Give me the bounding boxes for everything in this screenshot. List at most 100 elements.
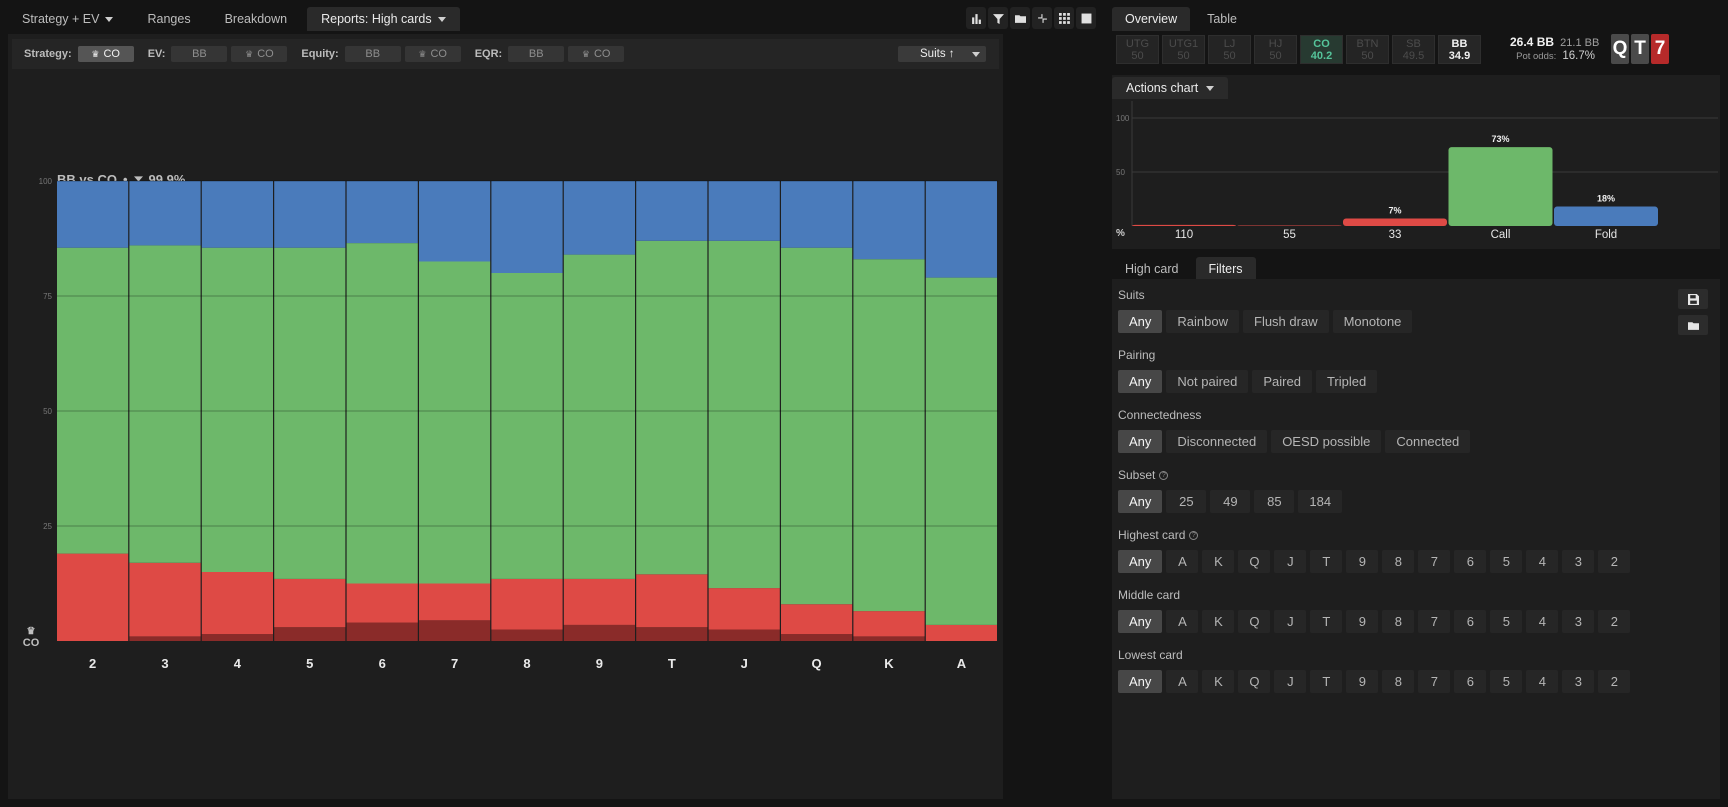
- actions-chart-dropdown[interactable]: Actions chart: [1112, 77, 1229, 99]
- suits-options: Any Rainbow Flush draw Monotone: [1118, 310, 1413, 333]
- tab-filters[interactable]: Filters: [1195, 257, 1256, 281]
- lowest-option-8[interactable]: 8: [1382, 670, 1415, 693]
- suits-sort-dropdown[interactable]: Suits ↑: [898, 46, 986, 62]
- connectedness-options: Any Disconnected OESD possible Connected: [1118, 430, 1471, 453]
- lowest-option-9[interactable]: 9: [1346, 670, 1379, 693]
- middle-option-4[interactable]: 4: [1526, 610, 1559, 633]
- lowest-option-5[interactable]: 5: [1490, 670, 1523, 693]
- ev-co-chip[interactable]: ♛ CO: [231, 46, 288, 62]
- tab-overview[interactable]: Overview: [1112, 7, 1191, 31]
- middle-option-any[interactable]: Any: [1118, 610, 1163, 633]
- connectedness-option-any[interactable]: Any: [1118, 430, 1163, 453]
- subset-option-85[interactable]: 85: [1254, 490, 1295, 513]
- subset-option-any[interactable]: Any: [1118, 490, 1163, 513]
- tab-breakdown[interactable]: Breakdown: [224, 12, 288, 26]
- seat-utg1[interactable]: UTG1 50: [1162, 35, 1205, 64]
- help-icon[interactable]: ?: [1159, 470, 1169, 480]
- top-tabs: Strategy + EV Ranges Breakdown Reports: …: [8, 7, 460, 31]
- middle-option-a[interactable]: A: [1166, 610, 1199, 633]
- highest-option-6[interactable]: 6: [1454, 550, 1487, 573]
- highest-option-a[interactable]: A: [1166, 550, 1199, 573]
- tab-high-card[interactable]: High card: [1125, 262, 1179, 276]
- collapse-icon[interactable]: [1032, 7, 1052, 29]
- help-icon[interactable]: ?: [1189, 530, 1199, 540]
- lowest-option-a[interactable]: A: [1166, 670, 1199, 693]
- highest-option-5[interactable]: 5: [1490, 550, 1523, 573]
- highest-option-2[interactable]: 2: [1598, 550, 1631, 573]
- middle-option-3[interactable]: 3: [1562, 610, 1595, 633]
- highest-option-4[interactable]: 4: [1526, 550, 1559, 573]
- middle-option-9[interactable]: 9: [1346, 610, 1379, 633]
- tab-table[interactable]: Table: [1207, 12, 1237, 26]
- load-button[interactable]: [1678, 315, 1708, 335]
- highest-option-7[interactable]: 7: [1418, 550, 1451, 573]
- middle-option-7[interactable]: 7: [1418, 610, 1451, 633]
- equity-co-chip[interactable]: ♛ CO: [404, 46, 461, 62]
- lowest-option-7[interactable]: 7: [1418, 670, 1451, 693]
- filter-connectedness: Connectedness Any Disconnected OESD possib…: [1118, 407, 1471, 453]
- equity-bb-chip[interactable]: BB: [344, 46, 401, 62]
- middle-option-5[interactable]: 5: [1490, 610, 1523, 633]
- lowest-option-4[interactable]: 4: [1526, 670, 1559, 693]
- connectedness-option-connected[interactable]: Connected: [1385, 430, 1471, 453]
- seat-sb[interactable]: SB 49.5: [1392, 35, 1435, 64]
- subset-option-25[interactable]: 25: [1166, 490, 1207, 513]
- lowest-option-j[interactable]: J: [1274, 670, 1307, 693]
- eqr-co-chip[interactable]: ♛ CO: [568, 46, 625, 62]
- highest-option-any[interactable]: Any: [1118, 550, 1163, 573]
- lowest-option-q[interactable]: Q: [1238, 670, 1271, 693]
- seat-btn[interactable]: BTN 50: [1346, 35, 1389, 64]
- save-button[interactable]: [1678, 289, 1708, 309]
- bar-chart-icon[interactable]: [966, 7, 986, 29]
- middle-option-j[interactable]: J: [1274, 610, 1307, 633]
- pot-info: 26.4 BB 21.1 BB Pot odds: 16.7%: [1510, 36, 1606, 63]
- seat-lj[interactable]: LJ 50: [1208, 35, 1251, 64]
- middle-option-6[interactable]: 6: [1454, 610, 1487, 633]
- highest-option-8[interactable]: 8: [1382, 550, 1415, 573]
- middle-option-t[interactable]: T: [1310, 610, 1343, 633]
- lowest-option-k[interactable]: K: [1202, 670, 1235, 693]
- highest-option-t[interactable]: T: [1310, 550, 1343, 573]
- eqr-bb-chip[interactable]: BB: [508, 46, 565, 62]
- tab-reports-high-cards[interactable]: Reports: High cards: [307, 7, 460, 31]
- highest-option-3[interactable]: 3: [1562, 550, 1595, 573]
- lowest-option-t[interactable]: T: [1310, 670, 1343, 693]
- lowest-option-3[interactable]: 3: [1562, 670, 1595, 693]
- highest-option-q[interactable]: Q: [1238, 550, 1271, 573]
- filter-icon[interactable]: [988, 7, 1008, 29]
- lowest-option-6[interactable]: 6: [1454, 670, 1487, 693]
- strategy-co-chip[interactable]: ♛ CO: [77, 46, 134, 62]
- suits-option-any[interactable]: Any: [1118, 310, 1163, 333]
- middle-option-8[interactable]: 8: [1382, 610, 1415, 633]
- seat-utg[interactable]: UTG 50: [1116, 35, 1159, 64]
- tab-ranges[interactable]: Ranges: [147, 12, 191, 26]
- seat-co[interactable]: CO 40.2: [1300, 35, 1343, 64]
- tab-strategy-ev[interactable]: Strategy + EV: [8, 7, 127, 31]
- highest-option-j[interactable]: J: [1274, 550, 1307, 573]
- suits-option-flush-draw[interactable]: Flush draw: [1243, 310, 1329, 333]
- subset-option-184[interactable]: 184: [1298, 490, 1343, 513]
- subset-option-49[interactable]: 49: [1210, 490, 1251, 513]
- connectedness-option-disconnected[interactable]: Disconnected: [1166, 430, 1268, 453]
- pairing-option-not-paired[interactable]: Not paired: [1166, 370, 1249, 393]
- grid-icon[interactable]: [1054, 7, 1074, 29]
- highest-option-9[interactable]: 9: [1346, 550, 1379, 573]
- bar-data-label: 7%: [1388, 205, 1401, 215]
- highest-option-k[interactable]: K: [1202, 550, 1235, 573]
- middle-option-q[interactable]: Q: [1238, 610, 1271, 633]
- seat-hj[interactable]: HJ 50: [1254, 35, 1297, 64]
- middle-option-2[interactable]: 2: [1598, 610, 1631, 633]
- pairing-option-tripled[interactable]: Tripled: [1315, 370, 1378, 393]
- lowest-option-any[interactable]: Any: [1118, 670, 1163, 693]
- suits-option-monotone[interactable]: Monotone: [1332, 310, 1413, 333]
- connectedness-option-oesd-possible[interactable]: OESD possible: [1271, 430, 1382, 453]
- middle-option-k[interactable]: K: [1202, 610, 1235, 633]
- folder-icon[interactable]: [1010, 7, 1030, 29]
- lowest-option-2[interactable]: 2: [1598, 670, 1631, 693]
- pairing-option-any[interactable]: Any: [1118, 370, 1163, 393]
- pairing-option-paired[interactable]: Paired: [1252, 370, 1312, 393]
- ev-bb-chip[interactable]: BB: [171, 46, 228, 62]
- suits-option-rainbow[interactable]: Rainbow: [1166, 310, 1239, 333]
- seat-bb[interactable]: BB 34.9: [1438, 35, 1481, 64]
- square-icon[interactable]: [1076, 7, 1096, 29]
